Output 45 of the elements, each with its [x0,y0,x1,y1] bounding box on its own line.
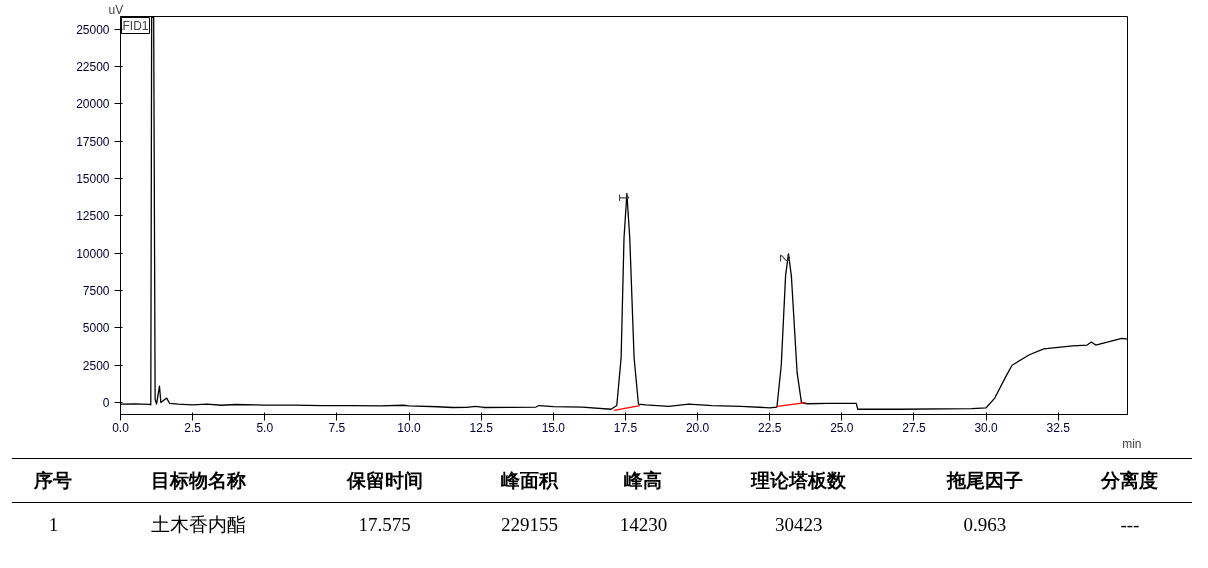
x-tick-label: 12.5 [469,420,494,435]
x-tick-label: 30.0 [974,420,999,435]
text: 序号 [12,458,95,503]
y-tick-label: 17500 [76,134,110,149]
text: 保留时间 [301,458,468,503]
text: 目标物名称 [94,458,302,503]
text: 14230 [591,502,696,547]
y-tick-label: 12500 [76,209,110,224]
text: 峰面积 [467,458,592,503]
text: 理论塔板数 [695,458,903,503]
annotation: FID1 [122,18,149,33]
text: 分离度 [1067,458,1192,503]
y-tick-label: 10000 [76,246,110,261]
x-tick-label: 2.5 [184,420,202,435]
x-tick-label: 25.0 [830,420,854,435]
x-tick-label: 27.5 [902,420,926,435]
text: 229155 [467,502,592,547]
y-axis-title: uV [108,2,124,17]
y-tick-label: 2500 [82,358,110,373]
text: 拖尾因子 [902,458,1068,503]
y-tick-label: 22500 [76,60,110,75]
x-tick-label: 10.0 [397,420,422,435]
text: 30423 [695,502,903,547]
text: 17.575 [301,502,468,547]
y-tick-label: 0 [102,396,110,411]
text: 1 [12,502,95,547]
y-tick-label: 5000 [82,321,110,336]
y-tick-label: 20000 [76,97,110,112]
y-tick-label: 7500 [82,284,110,299]
x-tick-label: 5.0 [256,420,274,435]
x-tick-label: 32.5 [1046,420,1071,435]
y-tick-label: 15000 [76,172,110,187]
text: 土木香内酯 [94,502,302,547]
text: 0.963 [902,502,1068,547]
x-tick-label: 20.0 [685,420,710,435]
x-tick-label: 0.0 [112,420,130,435]
x-tick-label: 15.0 [541,420,566,435]
x-axis-title: min [1122,436,1142,451]
x-tick-label: 17.5 [613,420,638,435]
x-tick-label: 22.5 [758,420,782,435]
annotation: 2 [777,253,794,263]
x-tick-label: 7.5 [328,420,346,435]
text: 峰高 [591,458,696,503]
text: --- [1067,502,1192,547]
y-tick-label: 25000 [76,22,110,37]
